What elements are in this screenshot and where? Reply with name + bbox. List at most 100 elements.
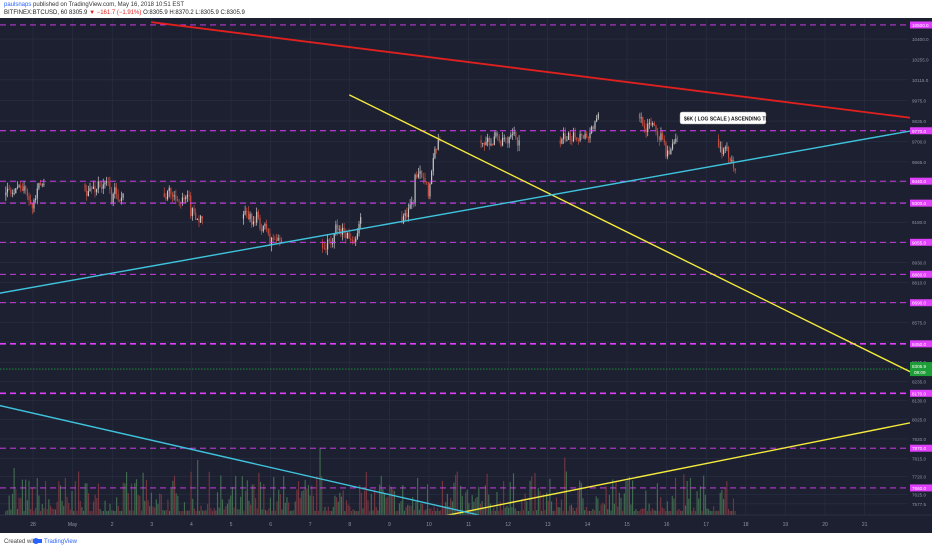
tradingview-brand[interactable]: TradingView [44,539,78,545]
candle-body [642,117,644,126]
candle-body [566,139,568,141]
volume-bar [8,495,10,515]
candle-body [193,208,195,213]
published-text: published on TradingView.com, May 16, 20… [33,2,185,8]
volume-bar [446,493,448,515]
candle-body [510,134,512,138]
candle-body [275,239,278,241]
volume-bar [597,498,599,515]
volume-bar [235,475,237,515]
volume-bar [484,485,486,515]
candle-body [483,143,485,146]
volume-bar [412,497,414,515]
volume-bar [63,505,65,515]
candle-body [267,228,269,234]
volume-bar [188,510,190,515]
volume-bar [402,485,404,515]
candle-body [114,187,116,194]
candle-body [190,195,192,217]
volume-bar [711,511,713,515]
candle-body [409,204,411,209]
candle-body [84,184,86,191]
volume-bar [107,510,109,515]
volume-bar [380,476,382,515]
candle-body [666,150,669,157]
volume-bar [334,495,336,515]
volume-bar [111,510,113,515]
volume-bar [142,472,144,515]
candle-body [360,217,362,224]
volume-bar [636,510,639,515]
volume-bar [182,510,184,515]
volume-bar [463,510,465,515]
candle-body [597,113,599,119]
candle-body [427,182,429,197]
volume-bar [364,490,366,515]
volume-bar [564,457,566,515]
volume-bar [542,494,544,515]
volume-bar [69,509,71,515]
volume-bar [666,501,668,515]
volume-bar [701,511,703,515]
volume-bar [709,510,711,515]
price-tick-label: 7577.5 [912,502,926,507]
candle-body [723,149,725,155]
volume-bar [41,503,43,515]
time-tick-label: 14 [585,522,591,528]
price-chart[interactable]: $6K ( LOG SCALE ) ASCENDING TL7577.57625… [0,18,932,533]
volume-bar [703,475,705,515]
volume-bar [420,503,422,515]
volume-bar [326,510,328,515]
candle-body [102,184,104,189]
volume-bar [228,499,230,515]
volume-bar [167,499,169,515]
volume-bar [483,507,485,515]
volume-bar [304,479,306,515]
volume-bar [149,506,151,515]
candle-body [506,137,509,144]
time-tick-label: 16 [664,522,670,528]
candle-body [731,159,733,162]
candle-body [402,215,405,223]
chart-panel[interactable]: $6K ( LOG SCALE ) ASCENDING TL 7577.5 7625… [0,18,932,533]
candle-body [20,185,22,189]
candle-body [719,147,721,149]
footer-bar: Created with TradingView [0,533,932,550]
volume-bar [236,509,238,515]
volume-bar [28,480,30,515]
volume-bar [122,482,124,515]
volume-bar [615,482,617,515]
volume-bar [35,507,37,515]
candle-body [87,190,89,197]
level-price-tag [910,299,932,307]
volume-bar [59,485,62,515]
level-price-tag [910,238,932,246]
candle-body [335,224,337,234]
volume-bar [421,503,424,515]
candle-body [571,140,573,142]
candle-body [272,237,274,240]
volume-bar [246,480,248,515]
volume-bar [20,498,22,515]
volume-bar [106,510,108,515]
candle-body [28,196,30,201]
time-tick-label: 17 [703,522,709,528]
author-link[interactable]: paulsnaps [4,2,32,8]
time-tick-label: 7 [309,522,312,528]
candle-body [163,193,165,197]
volume-bar [428,508,430,515]
candle-body [417,173,419,178]
candle-body [497,132,499,137]
level-price-label: 10500.0 [912,23,929,28]
candle-body [587,137,589,139]
volume-bar [441,480,443,515]
volume-bar [73,510,75,515]
candle-body [325,248,327,250]
time-axis [0,515,932,533]
volume-bar [727,508,730,515]
candle-body [561,138,563,144]
candle-body [515,132,517,138]
volume-bar [539,491,541,515]
candle-body [107,181,109,183]
volume-bar [258,472,260,515]
